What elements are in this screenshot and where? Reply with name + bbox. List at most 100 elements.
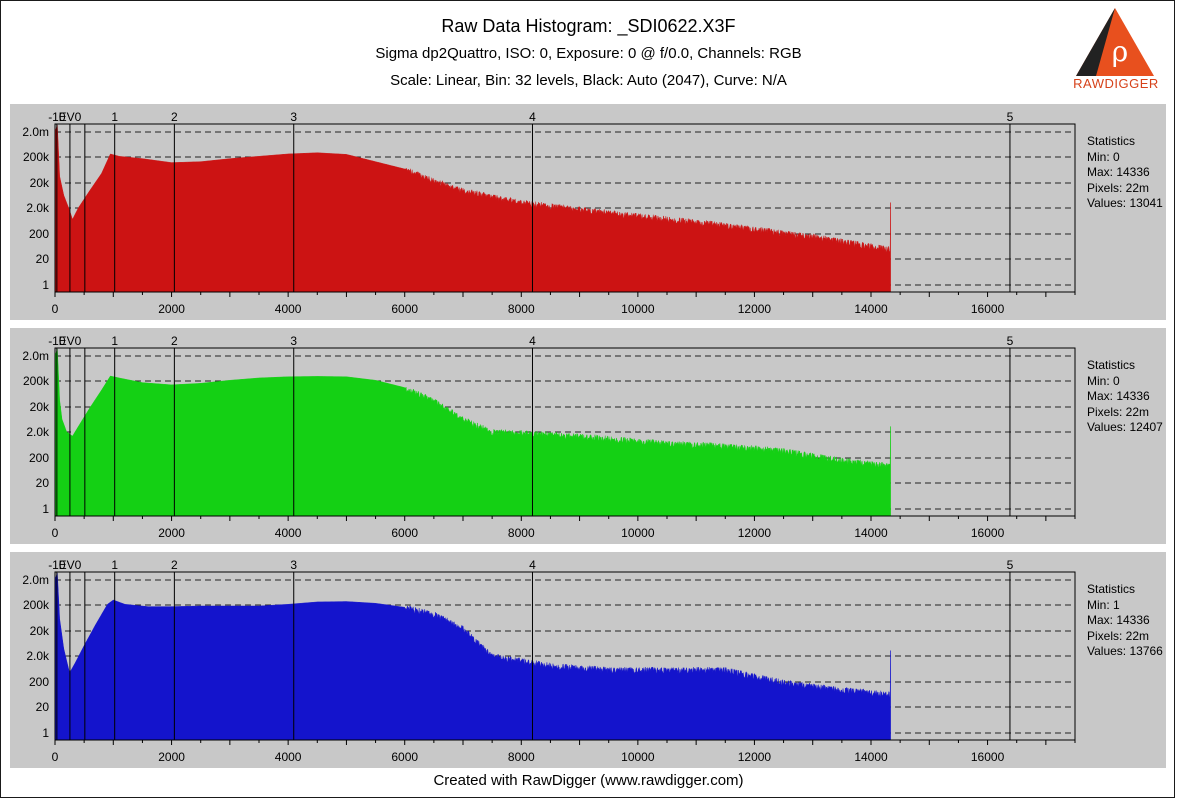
- y-tick-label: 200: [29, 675, 49, 689]
- y-tick-label: 1: [42, 726, 49, 740]
- histogram-panel-green: 1 20 200 2.0k 20k 200k 2.0m -10 EV0 1 2 3 4 5 0 2000 400…: [10, 328, 1166, 544]
- ev-marker-label: -10: [48, 558, 66, 572]
- stats-min: Min: 1: [1087, 597, 1120, 612]
- y-tick-label: 1: [42, 278, 49, 292]
- y-tick-label: 2.0k: [26, 649, 50, 663]
- histogram-area-blue: [54, 572, 891, 741]
- y-tick-label: 1: [42, 502, 49, 516]
- x-tick-label: 12000: [738, 750, 772, 764]
- x-tick-label: 2000: [158, 750, 185, 764]
- chart-subtitle: Sigma dp2Quattro, ISO: 0, Exposure: 0 @ …: [375, 45, 802, 62]
- x-tick-label: 16000: [971, 526, 1005, 540]
- stats-values: Values: 13041: [1087, 196, 1163, 210]
- y-tick-label: 20: [36, 476, 50, 490]
- x-tick-label: 0: [52, 750, 59, 764]
- ev-marker-label: 2: [171, 334, 178, 348]
- y-tick-label: 20k: [30, 400, 50, 414]
- histogram-area-red: [54, 124, 891, 293]
- x-tick-label: 8000: [508, 302, 535, 316]
- stats-max: Max: 14336: [1087, 613, 1150, 627]
- stats-box-green: Statistics Min: 0 Max: 14336 Pixels: 22m…: [1087, 358, 1167, 436]
- x-tick-label: 16000: [971, 750, 1005, 764]
- ev-marker-label: 2: [171, 110, 178, 124]
- y-tick-label: 200k: [23, 150, 50, 164]
- logo-wordmark: RAWDIGGER: [1073, 76, 1159, 91]
- stats-values: Values: 12407: [1087, 420, 1163, 434]
- histogram-panel-blue: 1 20 200 2.0k 20k 200k 2.0m -10 EV0 1 2 3 4 5 0 2000 400…: [10, 552, 1166, 768]
- histogram-area-green: [54, 348, 891, 517]
- x-tick-label: 4000: [275, 750, 302, 764]
- y-tick-label: 200k: [23, 598, 50, 612]
- ev-marker-label: 5: [1007, 558, 1014, 572]
- x-tick-label: 2000: [158, 302, 185, 316]
- stats-pixels: Pixels: 22m: [1087, 180, 1150, 195]
- logo-rho-glyph: ρ: [1112, 35, 1128, 68]
- plot-border: [54, 571, 1076, 741]
- rawdigger-triangle-logo-icon: ρ: [1076, 8, 1154, 76]
- ev-marker-label: 4: [529, 334, 536, 348]
- plot-border: [54, 347, 1076, 517]
- x-tick-label: 8000: [508, 750, 535, 764]
- x-tick-label: 10000: [621, 750, 655, 764]
- y-tick-label: 2.0k: [26, 201, 50, 215]
- ev-marker-label: EV0: [59, 110, 82, 124]
- stats-min: Min: 0: [1087, 149, 1120, 164]
- x-tick-label: 16000: [971, 302, 1005, 316]
- y-tick-label: 200: [29, 451, 49, 465]
- x-tick-label: 14000: [854, 302, 888, 316]
- ev-marker-label: -10: [48, 110, 66, 124]
- ev-marker-label: 1: [111, 334, 118, 348]
- logo-shadow: [1076, 8, 1115, 76]
- x-tick-label: 4000: [275, 526, 302, 540]
- x-tick-label: 10000: [621, 302, 655, 316]
- y-tick-label: 20: [36, 700, 50, 714]
- histogram-panel-red: 1 20 200 2.0k 20k 200k 2.0m -10 EV0 1 2 3 4 5 0 2000 400…: [10, 104, 1166, 320]
- x-tick-label: 8000: [508, 526, 535, 540]
- stats-title: Statistics: [1087, 582, 1136, 596]
- ev-marker-label: 4: [529, 110, 536, 124]
- x-tick-label: 14000: [854, 526, 888, 540]
- scale-settings-line: Scale: Linear, Bin: 32 levels, Black: Au…: [390, 72, 787, 89]
- ev-marker-label: 1: [111, 110, 118, 124]
- ev-marker-label: 5: [1007, 334, 1014, 348]
- stats-values: Values: 13766: [1087, 644, 1163, 658]
- ev-marker-label: 1: [111, 558, 118, 572]
- stats-box-red: Statistics Min: 0 Max: 14336 Pixels: 22m…: [1087, 134, 1167, 212]
- ev-marker-label: -10: [48, 334, 66, 348]
- ev-marker-label: 3: [290, 334, 297, 348]
- stats-title: Statistics: [1087, 358, 1136, 372]
- stats-max: Max: 14336: [1087, 165, 1150, 179]
- footer-credit: Created with RawDigger (www.rawdigger.co…: [433, 772, 744, 789]
- ev-marker-label: 4: [529, 558, 536, 572]
- x-tick-label: 10000: [621, 526, 655, 540]
- x-tick-label: 4000: [275, 302, 302, 316]
- y-tick-label: 2.0k: [26, 425, 50, 439]
- x-tick-label: 2000: [158, 526, 185, 540]
- ev-marker-label: 3: [290, 558, 297, 572]
- y-tick-label: 20: [36, 252, 50, 266]
- y-tick-label: 20k: [30, 176, 50, 190]
- stats-max: Max: 14336: [1087, 389, 1150, 403]
- stats-title: Statistics: [1087, 134, 1136, 148]
- y-tick-label: 2.0m: [22, 573, 49, 587]
- stats-min: Min: 0: [1087, 373, 1120, 388]
- plot-border: [54, 123, 1076, 293]
- ev-marker-label: 3: [290, 110, 297, 124]
- stats-pixels: Pixels: 22m: [1087, 404, 1150, 419]
- ev-marker-label: EV0: [59, 334, 82, 348]
- chart-title: Raw Data Histogram: _SDI0622.X3F: [441, 16, 736, 36]
- ev-marker-label: 5: [1007, 110, 1014, 124]
- x-tick-label: 0: [52, 526, 59, 540]
- x-tick-label: 14000: [854, 750, 888, 764]
- y-tick-label: 20k: [30, 624, 50, 638]
- x-tick-label: 6000: [391, 526, 418, 540]
- x-tick-label: 6000: [391, 750, 418, 764]
- x-tick-label: 6000: [391, 302, 418, 316]
- x-tick-label: 12000: [738, 526, 772, 540]
- y-tick-label: 200k: [23, 374, 50, 388]
- y-tick-label: 2.0m: [22, 349, 49, 363]
- stats-pixels: Pixels: 22m: [1087, 628, 1150, 643]
